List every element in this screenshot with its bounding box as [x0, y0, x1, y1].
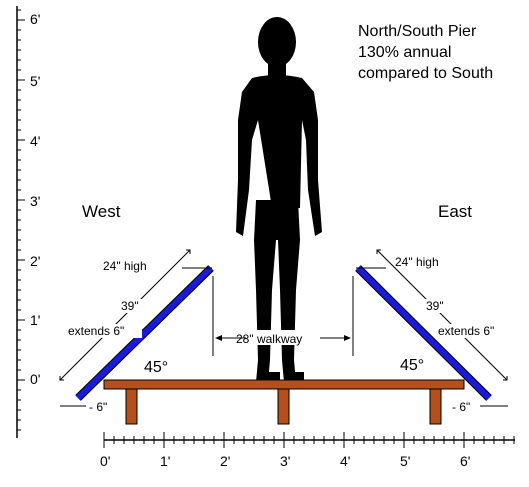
- title-line-2: 130% annual: [358, 44, 451, 61]
- person-torso-arms: [236, 75, 322, 236]
- bench-leg-center: [277, 388, 290, 425]
- title-block: North/South Pier 130% annual compared to…: [358, 23, 493, 82]
- east-length-arrow-bottom: [503, 376, 508, 381]
- west-panel-group: [59, 249, 214, 407]
- east-label: East: [438, 202, 472, 221]
- bench-leg-left: [125, 388, 138, 425]
- west-length-label: 39": [121, 299, 139, 313]
- horizontal-label-6: 6': [460, 453, 470, 469]
- person-silhouette: [236, 17, 322, 382]
- west-panel: [75, 265, 214, 401]
- east-height-label: 24" high: [395, 255, 439, 269]
- horizontal-label-2: 2': [220, 453, 230, 469]
- person-head: [258, 17, 296, 67]
- person-left-foot: [264, 372, 280, 382]
- vertical-label-5: 5': [30, 73, 40, 89]
- west-height-label: 24" high: [103, 259, 147, 273]
- bench-leg-right: [429, 388, 442, 425]
- west-drop-label: - 6": [89, 400, 107, 414]
- person-right-foot: [288, 372, 304, 382]
- east-panel-group: [352, 249, 508, 407]
- walkway-dimension: [215, 330, 351, 345]
- horizontal-label-1: 1': [160, 453, 170, 469]
- vertical-ruler: 0' 1' 2' 3' 4' 5' 6': [16, 6, 40, 438]
- title-line-3: compared to South: [358, 65, 493, 82]
- west-extends-label: extends 6": [68, 324, 124, 338]
- east-length-label: 39": [426, 299, 444, 313]
- east-panel: [355, 265, 492, 401]
- west-length-dimension: [59, 249, 191, 381]
- walkway-arrow-left: [215, 335, 222, 341]
- horizontal-label-3: 3': [280, 453, 290, 469]
- vertical-label-6: 6': [30, 11, 40, 27]
- east-angle-label: 45°: [400, 357, 424, 374]
- walkway-arrow-right: [344, 335, 351, 341]
- horizontal-label-0: 0': [100, 453, 110, 469]
- west-length-arrow-top: [186, 249, 191, 254]
- vertical-label-0: 0': [30, 371, 40, 387]
- horizontal-ruler-ticks: [103, 432, 515, 448]
- east-length-dimension: [376, 249, 508, 381]
- vertical-ruler-ticks: [17, 9, 25, 431]
- horizontal-label-5: 5': [400, 453, 410, 469]
- east-drop-label: - 6": [452, 400, 470, 414]
- person-legs: [254, 200, 300, 382]
- east-length-arrow-top: [376, 249, 381, 254]
- title-line-1: North/South Pier: [358, 23, 477, 40]
- vertical-label-1: 1': [30, 312, 40, 328]
- vertical-label-2: 2': [30, 253, 40, 269]
- east-extends-label-bg: [436, 324, 500, 338]
- vertical-label-3: 3': [30, 193, 40, 209]
- west-length-label-bg: [120, 299, 144, 313]
- west-angle-label: 45°: [144, 359, 168, 376]
- vertical-label-4: 4': [30, 133, 40, 149]
- horizontal-ruler: 0' 1' 2' 3' 4' 5' 6': [100, 432, 515, 469]
- walkway-label: 28" walkway: [236, 332, 302, 346]
- west-extends-label-bg: [66, 324, 142, 338]
- pier-bench: [103, 379, 465, 425]
- west-label: West: [82, 202, 121, 221]
- west-length-arrow-bottom: [59, 376, 64, 381]
- east-length-label-bg: [424, 299, 448, 313]
- horizontal-label-4: 4': [340, 453, 350, 469]
- walkway-label-bg: [246, 330, 320, 345]
- bench-top: [103, 379, 465, 390]
- east-extends-label: extends 6": [438, 324, 494, 338]
